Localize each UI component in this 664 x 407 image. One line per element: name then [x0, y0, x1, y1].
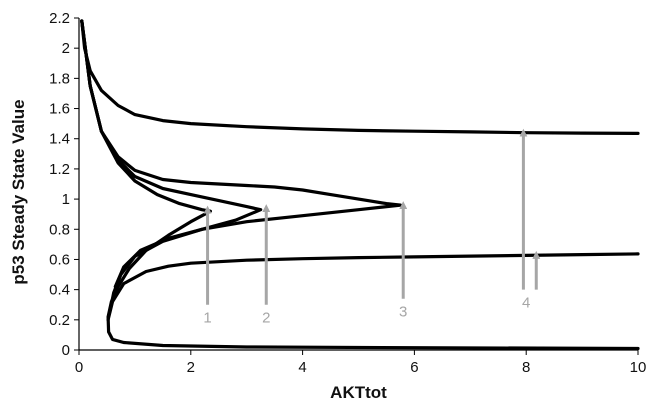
y-tick-label: 1.8	[49, 70, 70, 87]
x-tick-label: 2	[187, 359, 195, 376]
annotation-label: 2	[262, 310, 270, 327]
y-tick-label: 0	[62, 342, 70, 359]
series-line-3	[80, 19, 263, 289]
x-tick-label: 6	[410, 359, 418, 376]
series-line-5	[106, 252, 640, 322]
x-axis-title: AKTtot	[330, 383, 387, 402]
y-tick-label: 2	[62, 40, 70, 57]
annotation-layer: 1 2 3 4	[203, 128, 541, 327]
y-tick-label: 0.8	[49, 221, 70, 238]
y-tick-label: 1.4	[49, 131, 70, 148]
y-axis-title: p53 Steady State Value	[9, 99, 28, 284]
y-tick-label: 1.6	[49, 101, 70, 118]
annotation-label: 3	[399, 304, 407, 321]
y-tick-label: 0.4	[49, 282, 70, 299]
x-tick-label: 0	[75, 359, 83, 376]
series-line-2	[80, 19, 640, 351]
y-tick-label: 2.2	[49, 10, 70, 27]
y-tick-label: 0.6	[49, 251, 70, 268]
series-layer	[80, 19, 640, 351]
annotation-label: 1	[203, 310, 211, 327]
y-tick-label: 1.2	[49, 161, 70, 178]
y-tick-label: 0.2	[49, 312, 70, 329]
x-tick-label: 8	[522, 359, 530, 376]
annotation-label: 4	[522, 295, 530, 312]
x-tick-label: 10	[630, 359, 647, 376]
series-line-1	[80, 19, 640, 135]
axes-layer: 0 0.2 0.4 0.6 0.8 1 1.2 1.4 1.6 1.8 2 2.2 0 2 4 6 8 10	[49, 10, 646, 376]
series-line-4	[80, 19, 402, 314]
x-tick-label: 4	[298, 359, 306, 376]
y-tick-label: 1	[62, 191, 70, 208]
